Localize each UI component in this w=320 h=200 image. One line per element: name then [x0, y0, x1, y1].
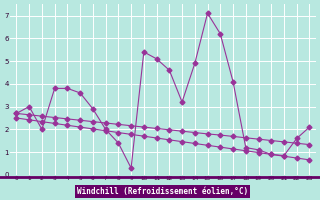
X-axis label: Windchill (Refroidissement éolien,°C): Windchill (Refroidissement éolien,°C) [77, 187, 249, 196]
